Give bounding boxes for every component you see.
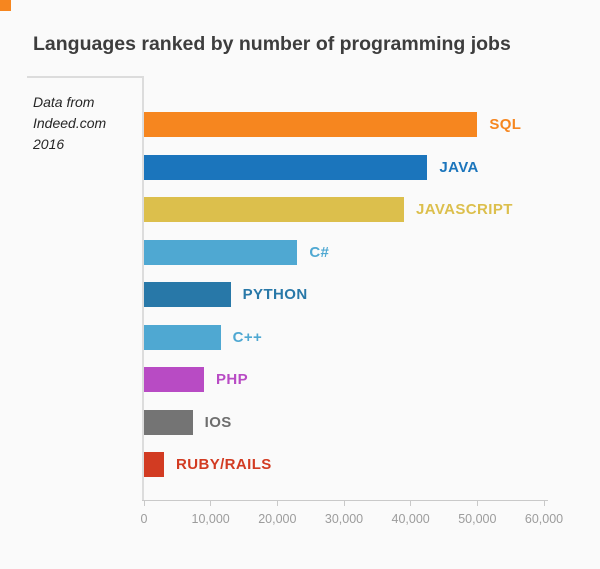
bar-label: RUBY/RAILS xyxy=(176,456,272,473)
bar-c- xyxy=(144,239,298,265)
x-tick-label: 10,000 xyxy=(191,512,230,526)
y-axis-line xyxy=(142,76,144,501)
bar-python xyxy=(144,282,231,307)
source-note-line: 2016 xyxy=(33,136,65,152)
x-tick xyxy=(543,501,545,506)
x-tick xyxy=(410,501,412,506)
x-tick xyxy=(276,501,278,506)
bar-c- xyxy=(144,324,221,350)
bar-label: PHP xyxy=(216,371,249,388)
x-tick xyxy=(476,501,478,506)
source-note-line: Data from xyxy=(33,94,95,110)
x-tick-label: 60,000 xyxy=(524,512,564,526)
annotation-top-border xyxy=(27,76,142,78)
chart-title: Languages ranked by number of programmin… xyxy=(33,33,511,55)
bar-ios xyxy=(144,409,193,435)
accent-square xyxy=(0,0,11,11)
source-note: Data from Indeed.com 2016 xyxy=(33,92,106,155)
bar-ruby-rails xyxy=(144,452,164,477)
x-tick xyxy=(143,501,145,506)
bar-sql xyxy=(144,112,478,137)
bar-javascript xyxy=(144,197,404,222)
source-note-line: Indeed.com xyxy=(33,115,107,131)
bar-label: C# xyxy=(309,243,330,261)
x-tick-label: 20,000 xyxy=(258,512,297,526)
x-tick-label: 40,000 xyxy=(391,512,430,526)
bar-label: SQL xyxy=(489,116,522,133)
bar-label: IOS xyxy=(204,413,232,431)
x-tick-label: 30,000 xyxy=(324,512,364,526)
bar-label: JAVA xyxy=(439,158,479,176)
x-tick-label: 50,000 xyxy=(458,512,497,526)
x-tick-label: 0 xyxy=(140,512,148,526)
x-axis-line xyxy=(142,500,548,501)
x-tick xyxy=(343,501,345,506)
bar-label: JAVASCRIPT xyxy=(416,201,513,218)
bar-label: PYTHON xyxy=(242,286,308,303)
bar-label: C++ xyxy=(232,328,263,346)
bar-java xyxy=(144,154,428,180)
x-tick xyxy=(210,501,212,506)
bar-php xyxy=(144,367,204,392)
